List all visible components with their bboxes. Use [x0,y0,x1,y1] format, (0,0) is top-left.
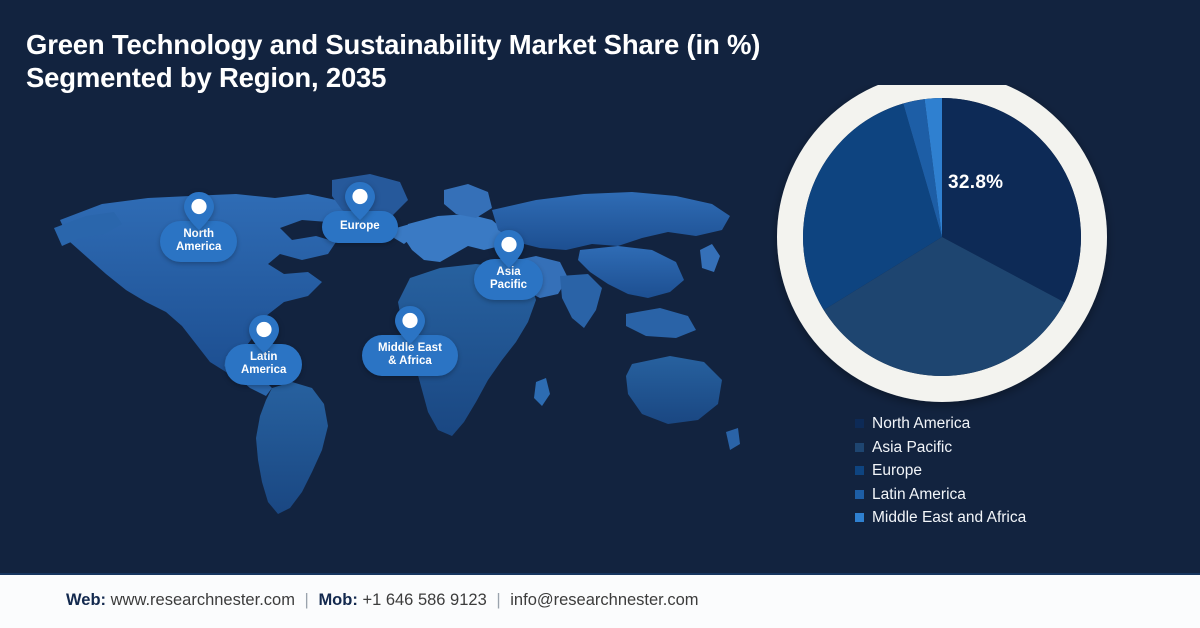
footer-separator-2: | [496,591,501,609]
footer-contact-line: Web: www.researchnester.com | Mob: +1 64… [66,591,699,610]
footer-bar: Web: www.researchnester.com | Mob: +1 64… [0,573,1200,628]
location-pin-icon [183,192,214,230]
pie-slice-asia-pacific[interactable] [823,237,1065,376]
legend-item-asia-pacific[interactable]: Asia Pacific [855,436,1155,460]
world-map: North America Europe Asia Pacific [40,150,740,520]
legend-label: Middle East and Africa [872,509,1027,527]
legend-item-latin-america[interactable]: Latin America [855,483,1155,507]
land-india [560,274,602,328]
pie-chart-svg [777,85,1107,402]
footer-mob-value[interactable]: +1 646 586 9123 [362,591,487,609]
legend-swatch [855,442,864,452]
map-marker-europe[interactable]: Europe [322,182,398,243]
land-asia-east [578,246,684,298]
location-pin-icon [248,315,279,353]
land-europe [404,214,506,262]
pie-slice-north-america[interactable] [942,98,1081,303]
map-marker-asia-pacific[interactable]: Asia Pacific [474,230,544,300]
land-scandinavia [444,184,492,218]
footer-email[interactable]: info@researchnester.com [510,591,699,609]
legend-label: Latin America [872,485,966,503]
title-line-1: Green Technology and Sustainability Mark… [26,29,761,60]
footer-separator-1: | [304,591,309,609]
title-line-2: Segmented by Region, 2035 [26,62,387,93]
location-pin-icon [344,182,375,220]
pie-slice-middle-east-and-africa[interactable] [924,98,942,237]
land-south-america [256,382,328,514]
land-japan [700,244,720,272]
world-map-svg [54,174,740,514]
map-marker-middle-east-africa[interactable]: Middle East & Africa [362,306,458,376]
map-marker-north-america[interactable]: North America [160,192,238,262]
legend-label: Europe [872,462,922,480]
legend-item-middle-east-and-africa[interactable]: Middle East and Africa [855,506,1155,530]
land-madagascar [534,378,550,406]
pie-chart: 32.8% [770,85,1125,415]
land-alaska [54,212,122,246]
legend-swatch [855,419,864,429]
pie-outer-ring [777,85,1107,402]
legend-swatch [855,489,864,499]
land-australia [626,356,722,424]
pie-slice-europe[interactable] [803,103,942,310]
map-marker-latin-america[interactable]: Latin America [225,315,303,385]
legend-label: North America [872,415,971,433]
map-landmasses [54,174,740,514]
land-africa [398,264,536,436]
land-indonesia [626,308,696,338]
footer-web-label: Web: [66,591,107,609]
legend-swatch [855,466,864,476]
land-uk [394,224,414,244]
chart-legend: North America Asia Pacific Europe Latin … [855,412,1155,530]
land-new-zealand [726,428,740,450]
legend-swatch [855,513,864,523]
location-pin-icon [394,306,425,344]
legend-label: Asia Pacific [872,438,953,456]
legend-item-north-america[interactable]: North America [855,412,1155,436]
pie-data-label-north-america: 32.8% [948,172,1004,193]
land-north-america [60,194,345,372]
legend-item-europe[interactable]: Europe [855,459,1155,483]
location-pin-icon [493,230,524,268]
pie-slices [803,98,1081,376]
footer-mob-label: Mob: [318,591,358,609]
land-asia-north [492,192,730,250]
page-title: Green Technology and Sustainability Mark… [26,28,906,94]
pie-slice-latin-america[interactable] [903,99,942,237]
footer-web-value[interactable]: www.researchnester.com [110,591,295,609]
